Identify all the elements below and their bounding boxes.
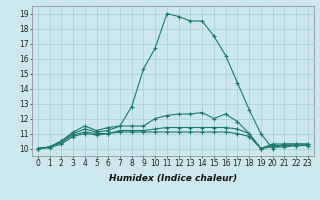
X-axis label: Humidex (Indice chaleur): Humidex (Indice chaleur) — [109, 174, 237, 183]
